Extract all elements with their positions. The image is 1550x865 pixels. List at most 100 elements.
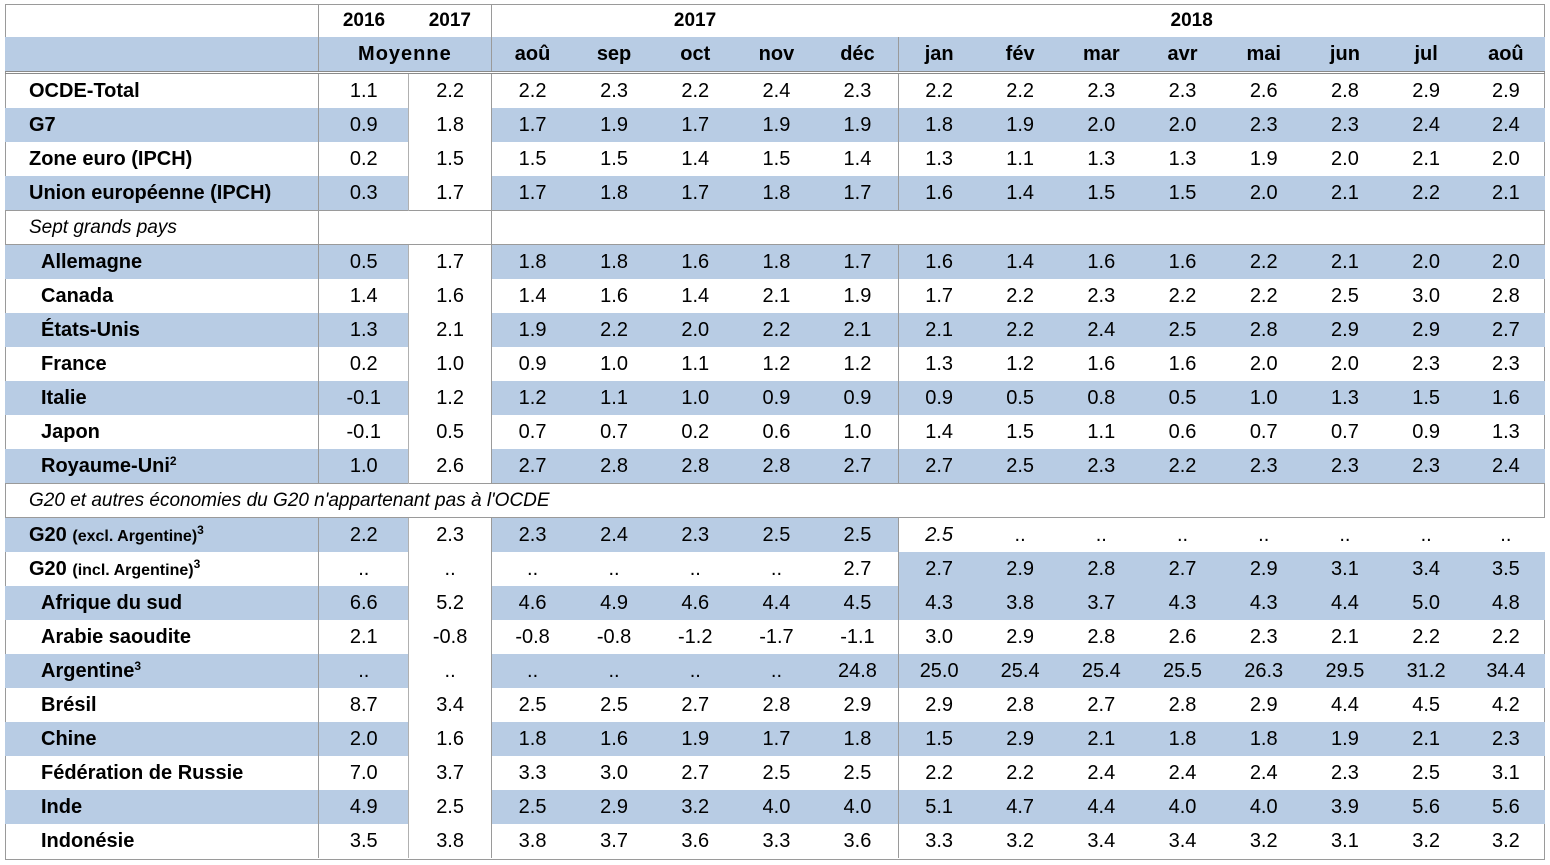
- value-cell: 1.0: [1223, 381, 1305, 415]
- value-cell: 2.7: [1141, 552, 1224, 586]
- value-cell: 3.1: [1304, 552, 1386, 586]
- value-cell: 2.4: [1249, 761, 1278, 784]
- value-cell: 1.3: [318, 313, 409, 347]
- value-cell: 1.7: [817, 176, 899, 211]
- value-cell: ..: [573, 654, 655, 688]
- header-month: nov: [735, 37, 818, 74]
- value-cell: 2.0: [318, 722, 409, 756]
- value-cell: 2.3: [654, 517, 736, 552]
- value-cell: -0.1: [318, 415, 409, 449]
- table-row: Brésil 8.7 3.4 2.5 2.5 2.7 2.8 2.9 2.9 2.8 2.7 2.8 2…: [5, 688, 1545, 722]
- table-row: Japon -0.1 0.5 0.7 0.7 0.2 0.6 1.0 1.4 1.5 1.1 0.6 0…: [5, 415, 1545, 449]
- value-cell: 8.7: [318, 688, 409, 722]
- row-label: Fédération de Russie: [5, 756, 319, 790]
- value-cell: 2.5: [1331, 284, 1359, 307]
- value-cell: 6.6: [318, 586, 409, 620]
- row-label-text: Union européenne (IPCH): [29, 181, 272, 204]
- value-cell: 3.7: [408, 756, 492, 790]
- value-cell: 2.2: [897, 756, 980, 790]
- value-cell: 2.2: [1006, 284, 1035, 307]
- value-cell: 1.1: [318, 71, 409, 108]
- value-cell: -0.8: [596, 625, 632, 648]
- value-cell: ..: [735, 654, 818, 688]
- value-cell: 2.9: [1304, 313, 1386, 347]
- table-row: Italie -0.1 1.2 1.2 1.1 1.0 0.9 0.9 0.9 0.5 0.8 0.5…: [5, 381, 1545, 415]
- value-cell: 1.5: [1060, 176, 1142, 211]
- value-cell: 1.6: [600, 284, 628, 307]
- value-cell: 0.5: [1141, 381, 1224, 415]
- value-cell: 2.4: [1385, 108, 1467, 142]
- value-cell: 2.4: [1466, 449, 1545, 484]
- value-cell: 2.9: [843, 693, 872, 716]
- value-cell: 1.3: [1087, 147, 1116, 170]
- value-cell: 0.5: [979, 381, 1061, 415]
- table-row: Royaume-Uni2 1.0 2.6 2.7 2.8 2.8 2.8 2.7 2.7 2.5 2…: [5, 449, 1545, 484]
- value-cell: 2.1: [1060, 722, 1142, 756]
- row-label-text: Afrique du sud: [41, 591, 183, 614]
- value-cell: 1.6: [1060, 244, 1142, 279]
- value-cell: 1.8: [573, 176, 655, 211]
- row-label-note: (excl. Argentine): [72, 528, 198, 545]
- value-cell: 0.6: [1168, 420, 1197, 443]
- value-cell: 2.6: [1168, 625, 1197, 648]
- table-row: Allemagne 0.5 1.7 1.8 1.8 1.6 1.8 1.7 1.6 1.4 1.6 1…: [5, 244, 1545, 279]
- row-label-text: G7: [29, 113, 56, 136]
- value-cell: -0.8: [408, 620, 492, 654]
- value-cell: 2.9: [979, 722, 1061, 756]
- row-label-note: (incl. Argentine): [72, 562, 194, 579]
- value-cell: 2.5: [408, 790, 492, 824]
- value-cell: 3.5: [1466, 552, 1545, 586]
- value-cell: 2.4: [1168, 761, 1197, 784]
- value-cell: 2.3: [1060, 71, 1142, 108]
- table-row: France 0.2 1.0 0.9 1.0 1.1 1.2 1.2 1.3 1.2 1.6 1.6 2…: [5, 347, 1545, 381]
- value-cell: 1.7: [817, 244, 899, 279]
- value-cell: 2.0: [1060, 108, 1142, 142]
- value-cell: 2.0: [1331, 352, 1359, 375]
- value-cell: 0.3: [318, 176, 409, 211]
- value-cell: 2.2: [490, 71, 574, 108]
- value-cell: 2.7: [817, 449, 899, 484]
- value-cell: 4.7: [979, 790, 1061, 824]
- header-average: Moyenne: [318, 37, 492, 74]
- value-cell: 3.4: [1385, 552, 1467, 586]
- value-cell: 1.6: [408, 722, 492, 756]
- table-row: G20 (excl. Argentine)3 2.2 2.3 2.3 2.4 2.3 2.5…: [5, 517, 1545, 552]
- value-cell: 5.6: [1385, 790, 1467, 824]
- row-label-text: Italie: [41, 386, 87, 409]
- header-month: fév: [979, 37, 1061, 74]
- header-month: aoû: [490, 37, 574, 74]
- value-cell: 25.4: [1060, 654, 1142, 688]
- value-cell: 4.4: [735, 586, 818, 620]
- value-cell: 3.0: [600, 761, 628, 784]
- value-cell: 1.9: [979, 108, 1061, 142]
- value-cell: 2.0: [654, 313, 736, 347]
- value-cell: 2.2: [979, 313, 1061, 347]
- value-cell: 2.7: [1466, 313, 1545, 347]
- value-cell: 2.8: [654, 449, 736, 484]
- value-cell: 3.9: [1304, 790, 1386, 824]
- row-label: Italie: [5, 381, 319, 415]
- row-label-text: OCDE-Total: [29, 79, 140, 102]
- value-cell: 4.6: [654, 586, 736, 620]
- section-title: G20 et autres économies du G20 n'apparte…: [5, 483, 1545, 518]
- value-cell: 29.5: [1304, 654, 1386, 688]
- value-cell: 2.3: [817, 71, 899, 108]
- value-cell: 2.3: [1466, 722, 1545, 756]
- value-cell: 1.8: [1223, 722, 1305, 756]
- row-label: Canada: [5, 279, 319, 313]
- value-cell: 1.6: [897, 244, 980, 279]
- row-label-text: Canada: [41, 284, 114, 307]
- header-group-2018: 2018: [1170, 9, 1213, 31]
- value-cell: 3.4: [408, 688, 492, 722]
- row-label: Union européenne (IPCH): [5, 176, 319, 211]
- value-cell: 1.5: [408, 142, 492, 176]
- value-cell: 1.0: [654, 381, 736, 415]
- value-cell: ..: [490, 552, 574, 586]
- value-cell: 2.3: [1087, 284, 1116, 307]
- value-cell: 1.6: [408, 279, 492, 313]
- value-cell: 4.3: [897, 586, 980, 620]
- value-cell: 0.7: [490, 415, 574, 449]
- row-label-text: France: [41, 352, 107, 375]
- value-cell: ..: [654, 654, 736, 688]
- value-cell: 2.5: [979, 449, 1061, 484]
